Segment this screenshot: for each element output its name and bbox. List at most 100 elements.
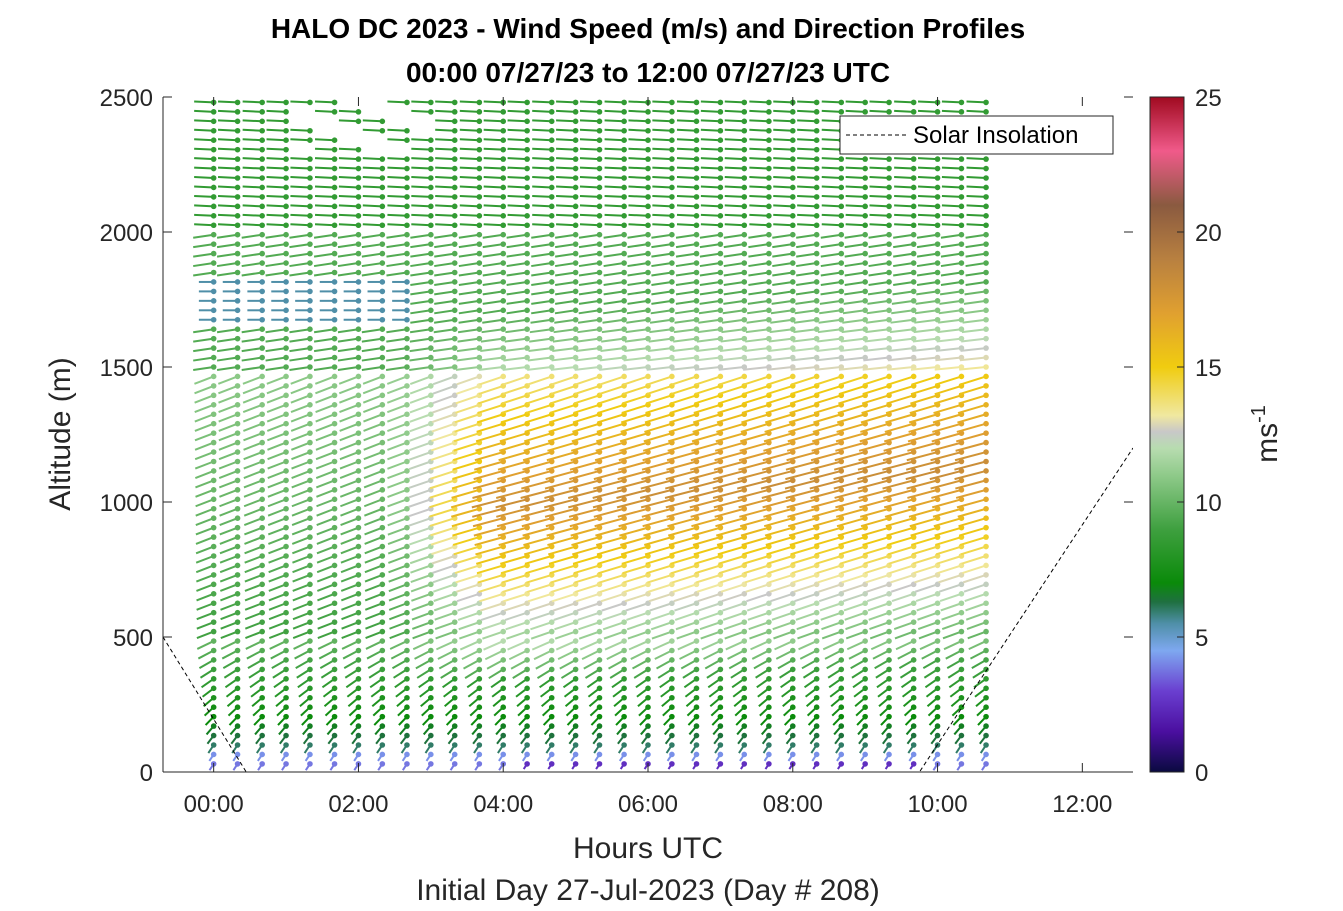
wind-barb xyxy=(674,316,700,324)
wind-barb xyxy=(222,288,241,295)
wind-barb xyxy=(216,231,241,239)
wind-barb xyxy=(745,326,772,334)
wind-barb xyxy=(304,761,313,771)
wind-barb xyxy=(715,751,724,762)
wind-barb xyxy=(676,146,700,153)
wind-barb xyxy=(194,420,217,432)
wind-barb xyxy=(700,628,724,640)
wind-barb xyxy=(834,732,845,745)
wind-barb xyxy=(819,307,845,315)
wind-barb xyxy=(338,222,362,229)
wind-barb xyxy=(364,524,386,536)
wind-barb xyxy=(826,657,845,670)
wind-barb xyxy=(541,704,555,717)
wind-barb xyxy=(711,713,724,726)
wind-barb xyxy=(340,553,362,564)
wind-barb xyxy=(314,137,338,143)
wind-barb xyxy=(314,175,338,181)
wind-barb xyxy=(772,260,796,268)
wind-barb xyxy=(363,468,386,479)
wind-barb xyxy=(821,203,845,210)
wind-barb xyxy=(859,496,892,509)
wind-barb xyxy=(797,213,820,219)
wind-barb xyxy=(604,638,627,651)
wind-barb xyxy=(218,402,241,414)
wind-barb xyxy=(290,194,313,200)
wind-barb xyxy=(266,213,289,219)
wind-barb xyxy=(242,99,265,106)
wind-barb xyxy=(242,203,265,210)
wind-barb xyxy=(667,761,675,770)
wind-barb xyxy=(667,515,700,528)
wind-barb xyxy=(602,316,627,324)
wind-barb xyxy=(435,127,458,134)
wind-barb xyxy=(386,411,410,423)
wind-barb xyxy=(749,175,772,181)
wind-barb xyxy=(926,694,941,707)
wind-barb xyxy=(773,222,796,229)
wind-barb xyxy=(845,184,868,191)
wind-barb xyxy=(810,487,845,499)
wind-barb xyxy=(868,609,892,621)
wind-barb xyxy=(748,619,772,631)
wind-barb xyxy=(365,619,386,630)
wind-barb xyxy=(400,742,410,754)
wind-barb xyxy=(218,420,241,432)
wind-barb xyxy=(551,373,579,386)
wind-barb xyxy=(317,638,338,650)
wind-barb xyxy=(801,657,820,670)
wind-barb xyxy=(297,676,313,689)
wind-barb xyxy=(601,326,627,334)
wind-barb xyxy=(604,109,627,115)
wind-barb xyxy=(272,666,289,679)
wind-barb xyxy=(651,241,675,249)
wind-barb xyxy=(506,250,530,258)
wind-barb xyxy=(363,477,386,489)
wind-barb xyxy=(578,260,603,268)
wind-barb xyxy=(397,704,410,717)
wind-barb xyxy=(618,515,651,528)
wind-barb xyxy=(497,524,530,537)
wind-barb xyxy=(578,231,603,239)
colorbar-label-superscript: -1 xyxy=(1248,405,1270,423)
wind-barb xyxy=(902,694,917,707)
wind-barb xyxy=(840,562,868,575)
wind-barb xyxy=(218,458,241,470)
wind-barb xyxy=(435,165,458,172)
wind-barb xyxy=(198,288,217,295)
wind-barb xyxy=(315,392,338,404)
wind-barb xyxy=(699,279,724,286)
wind-barb xyxy=(361,335,386,343)
wind-barb xyxy=(957,411,989,424)
wind-barb xyxy=(578,241,603,249)
wind-barb xyxy=(195,562,217,574)
wind-barb xyxy=(363,402,386,414)
wind-barb xyxy=(647,354,675,362)
wind-barb xyxy=(197,647,217,660)
wind-barb xyxy=(652,109,675,115)
wind-barb xyxy=(578,298,603,305)
wind-barb xyxy=(361,345,386,353)
wind-barb xyxy=(894,175,917,181)
wind-barb xyxy=(459,213,483,219)
wind-barb xyxy=(719,345,748,352)
wind-barb xyxy=(458,307,483,315)
wind-barb xyxy=(425,761,434,771)
wind-barb xyxy=(343,657,362,670)
wind-barb xyxy=(916,260,941,268)
wind-barb xyxy=(577,316,603,324)
wind-barb xyxy=(835,742,845,754)
wind-barb xyxy=(858,732,868,745)
wind-barb xyxy=(773,203,796,210)
wind-barb xyxy=(554,307,579,315)
wind-barb xyxy=(941,99,965,106)
wind-barb xyxy=(881,723,892,736)
wind-barb xyxy=(724,213,748,219)
wind-barb xyxy=(807,713,820,726)
wind-barb xyxy=(787,751,796,762)
wind-barb xyxy=(410,241,434,249)
wind-barb xyxy=(220,638,241,650)
wind-barb xyxy=(521,515,555,528)
wind-barb xyxy=(964,288,989,296)
wind-barb xyxy=(339,449,362,461)
